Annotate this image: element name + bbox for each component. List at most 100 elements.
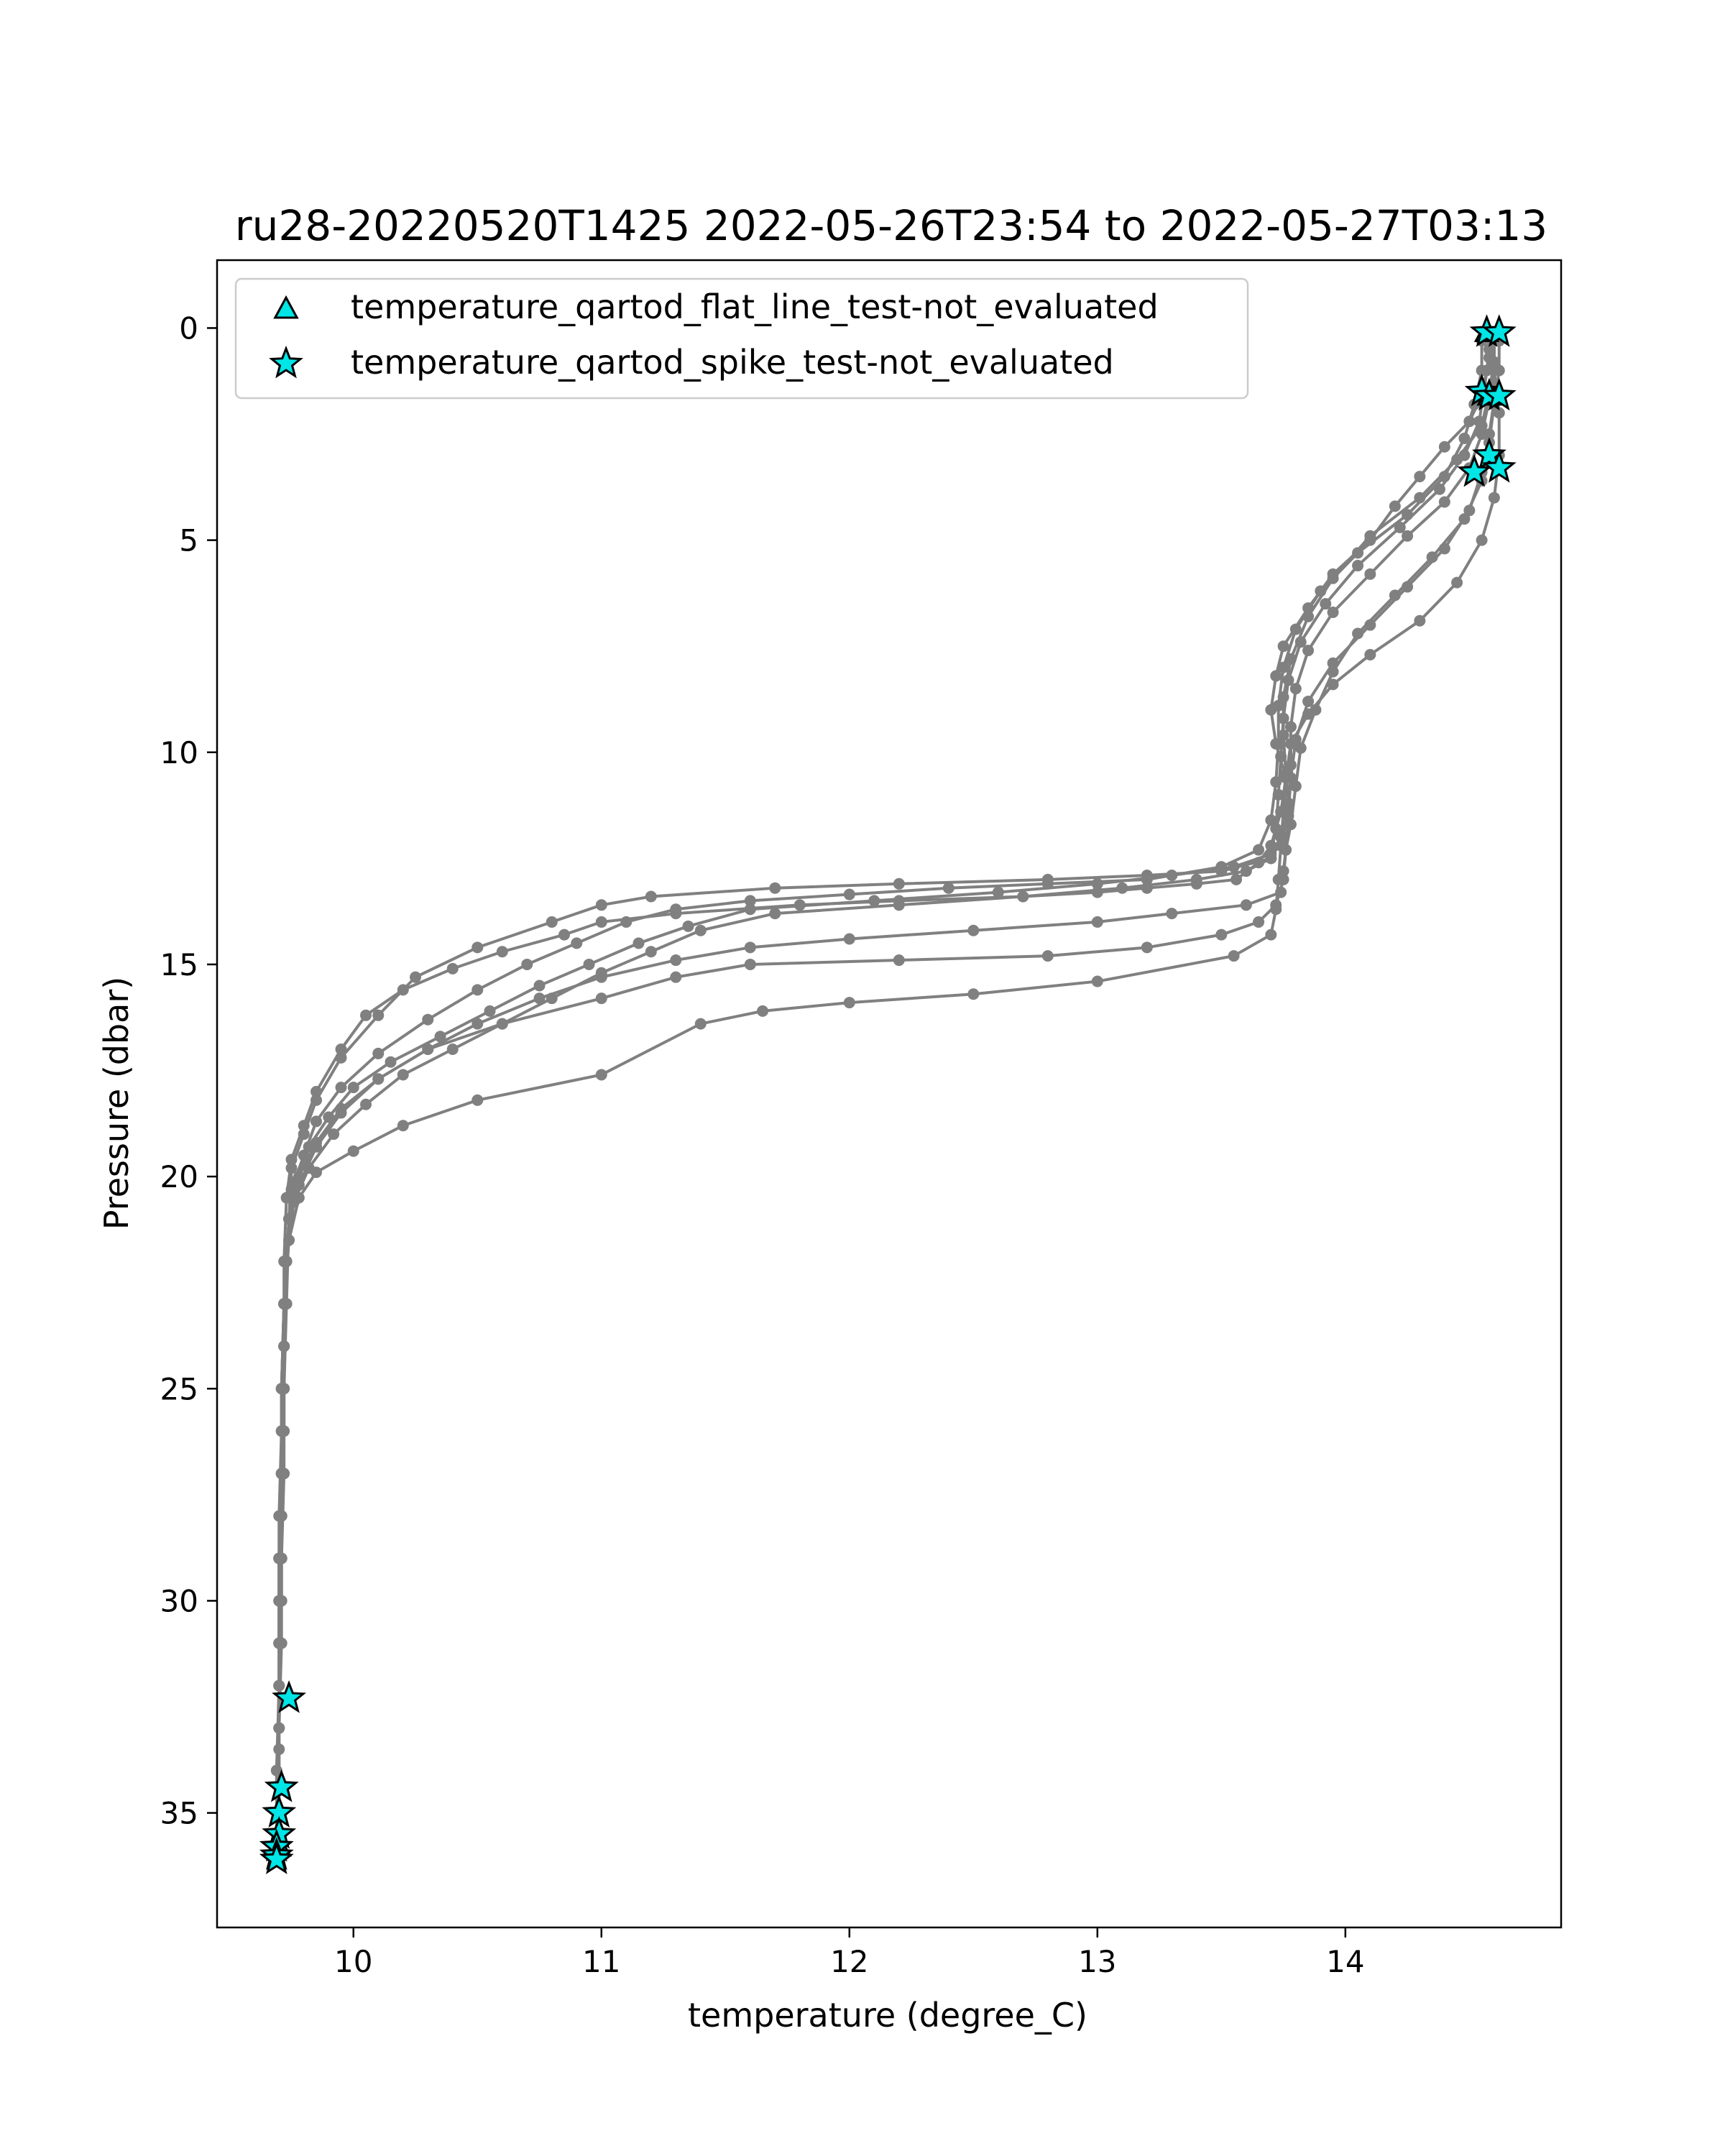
profile-1-point	[1270, 670, 1282, 682]
profile-3-point	[1458, 432, 1471, 444]
profile-4-point	[1284, 721, 1297, 733]
profile-2-point	[1364, 530, 1376, 542]
profile-7-point	[335, 1107, 347, 1119]
profile-5-point	[1282, 674, 1294, 686]
profile-1-point	[335, 1044, 347, 1056]
profile-8-point	[757, 1005, 769, 1017]
profile-3-point	[1272, 699, 1284, 711]
profile-8-point	[967, 988, 980, 1000]
y-tick-label: 30	[160, 1583, 198, 1618]
profile-7-point	[293, 1179, 305, 1191]
profile-3-point	[571, 937, 583, 949]
x-tick-label: 14	[1326, 1944, 1364, 1979]
profile-3-point	[620, 916, 632, 928]
profile-5-point	[434, 1031, 446, 1043]
profile-3-point	[1277, 661, 1289, 673]
profile-8-point	[293, 1192, 305, 1204]
profile-2-point	[372, 1009, 385, 1021]
profile-4-point	[1240, 865, 1252, 877]
profile-5-point	[682, 920, 694, 932]
profile-5-point	[1394, 521, 1406, 533]
profile-2-point	[645, 890, 657, 903]
profile-8-point	[1265, 929, 1277, 941]
profile-8-point	[1275, 839, 1287, 852]
profile-8-point	[1302, 708, 1315, 720]
profile-1-point	[1230, 873, 1243, 885]
profile-8-point	[278, 1383, 290, 1395]
profile-7-point	[422, 1044, 434, 1056]
profile-7-point	[744, 958, 756, 970]
profile-3-point	[521, 958, 533, 970]
profile-5-point	[1352, 560, 1364, 572]
profile-7-point	[1463, 505, 1476, 517]
profile-7-point	[1041, 950, 1054, 962]
profile-4-point	[1017, 890, 1029, 903]
profile-3-point	[310, 1115, 323, 1128]
spike-not-evaluated-marker	[1472, 437, 1506, 470]
profile-7-point	[1215, 929, 1228, 941]
profile-8-point	[694, 1018, 707, 1030]
profile-6-point	[744, 941, 756, 954]
profile-8-point	[1476, 534, 1488, 546]
legend-triangle-marker	[273, 295, 299, 319]
profile-5-point	[1091, 877, 1103, 890]
profile-5-point	[385, 1056, 397, 1068]
profile-4-point	[397, 1069, 409, 1081]
profile-1-point	[1277, 640, 1289, 653]
profile-8-point	[275, 1552, 288, 1565]
profile-6-point	[1091, 916, 1103, 928]
profile-6-point	[967, 924, 980, 936]
profile-3-point	[372, 1047, 385, 1059]
profile-4-point	[769, 908, 781, 920]
profile-5-point	[992, 886, 1004, 898]
x-tick-label: 11	[582, 1944, 620, 1979]
profile-6-point	[670, 954, 682, 967]
profile-8-point	[1091, 975, 1103, 987]
profile-7-point	[1438, 543, 1450, 555]
y-axis: 0 5 10 15 20 25 30 35	[160, 310, 217, 1831]
profile-7-point	[496, 1018, 508, 1030]
profile-8-point	[275, 1468, 288, 1480]
profile-4-point	[360, 1098, 372, 1110]
profile-8-point	[273, 1637, 285, 1649]
profile-3-point	[472, 984, 484, 996]
profile-8-point	[472, 1094, 484, 1106]
profile-3-point	[1265, 814, 1277, 826]
profile-7-point	[310, 1141, 323, 1153]
profile-7-point	[372, 1073, 385, 1085]
profile-5-point	[1275, 750, 1287, 763]
profile-lines	[259, 314, 1517, 1874]
profile-8-point	[1364, 649, 1376, 661]
profile-6-point	[843, 933, 855, 945]
profile-1-point	[1438, 441, 1450, 453]
y-tick-label: 15	[160, 947, 198, 982]
profile-5-point	[868, 895, 880, 907]
profile-8-point	[1228, 950, 1240, 962]
profile-8-point	[1280, 772, 1292, 784]
profile-7-point	[1253, 916, 1265, 928]
profile-5-point	[1228, 861, 1240, 873]
profile-line-2	[277, 336, 1496, 1813]
x-tick-label: 13	[1078, 1944, 1116, 1979]
legend-frame	[234, 277, 1249, 400]
profile-4-point	[1302, 645, 1315, 657]
axes-frame	[216, 259, 1563, 1929]
profile-3-point	[1315, 585, 1327, 597]
profile-5-point	[347, 1082, 359, 1094]
profile-5-point	[1294, 636, 1307, 648]
profile-8-point	[273, 1722, 285, 1734]
profile-6-point	[533, 992, 546, 1005]
profile-3-point	[843, 888, 855, 900]
profile-8-point	[595, 1069, 607, 1081]
profile-4-point	[1289, 683, 1302, 695]
profile-1-point	[1414, 471, 1426, 483]
x-tick-label: 10	[334, 1944, 372, 1979]
profile-8-point	[1272, 873, 1284, 885]
profile-8-point	[1488, 492, 1500, 504]
profile-6-point	[1240, 899, 1252, 911]
profile-1-point	[1389, 500, 1401, 512]
spike-not-evaluated-marker	[272, 1680, 306, 1713]
spike-not-evaluated-marker	[264, 1769, 299, 1802]
profile-5-point	[1166, 869, 1178, 881]
profile-7-point	[1141, 941, 1153, 954]
